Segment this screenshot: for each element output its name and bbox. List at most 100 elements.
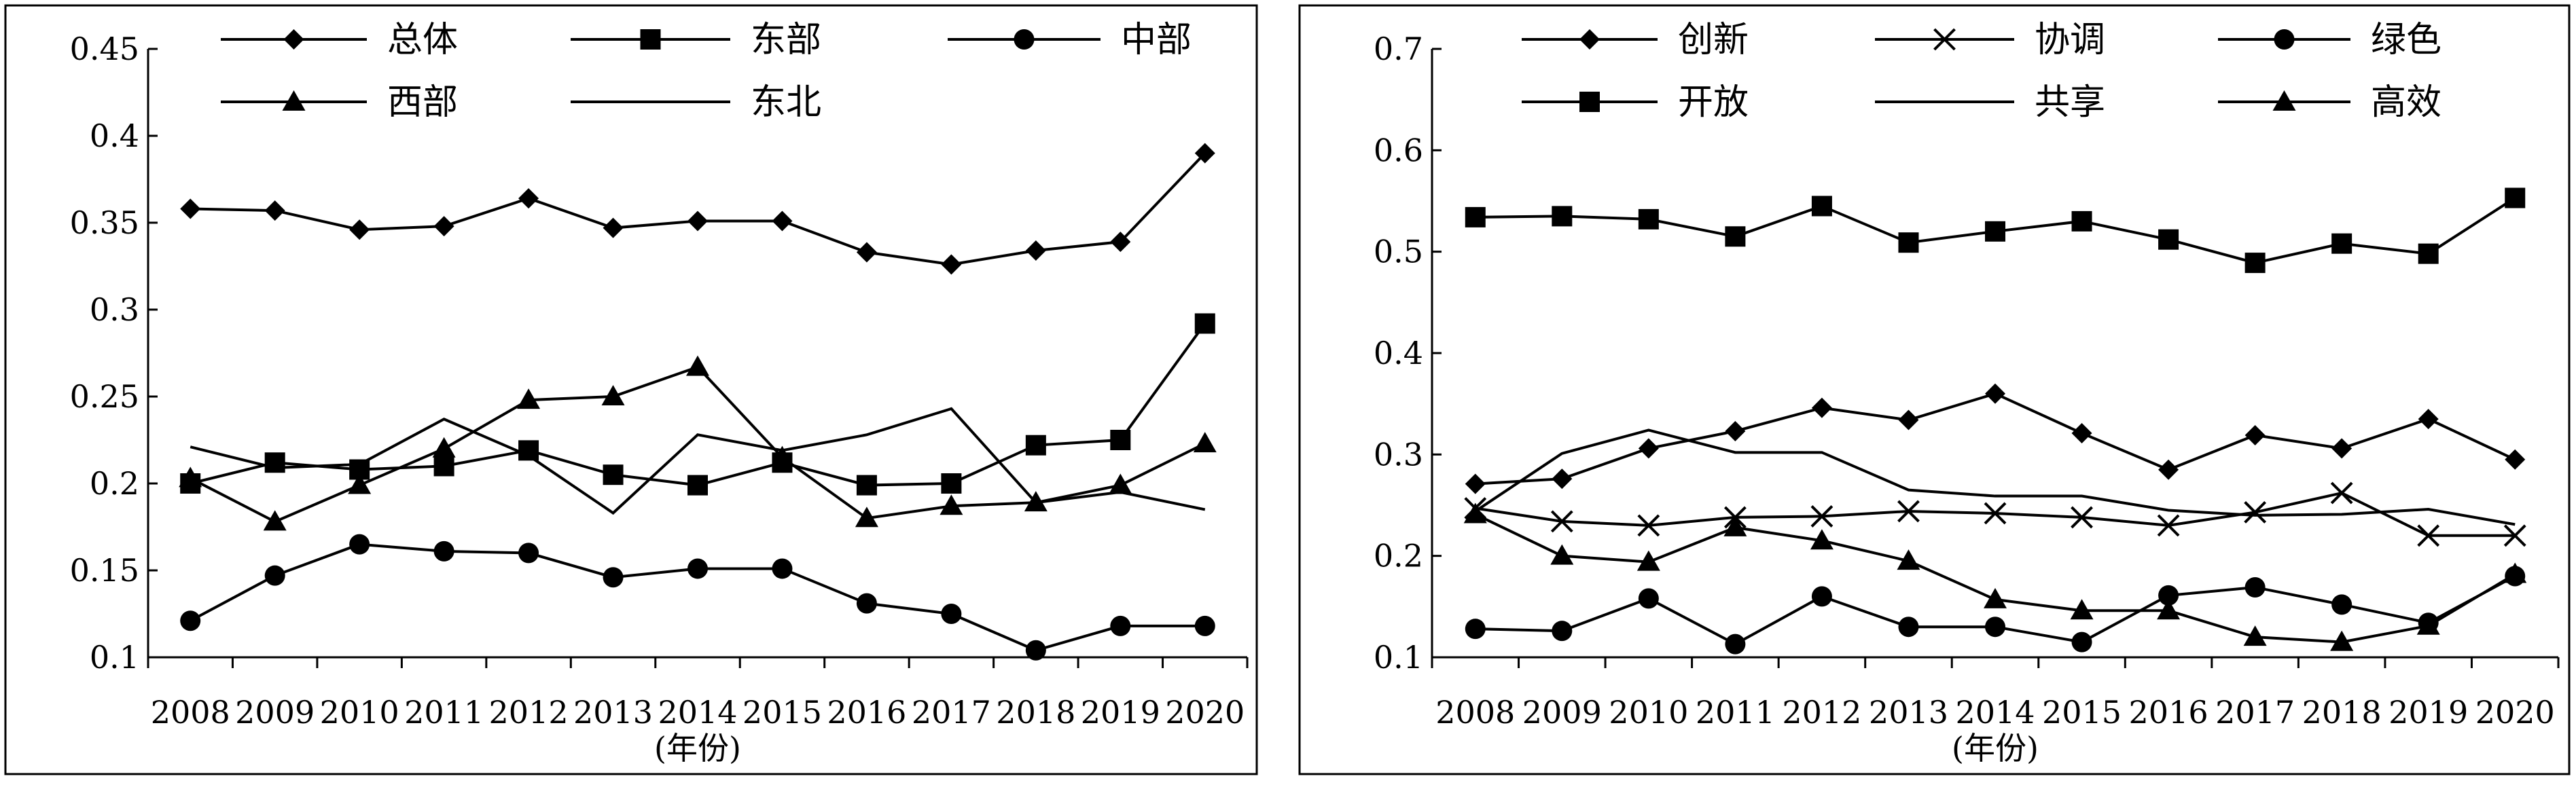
data-point: [2243, 625, 2267, 646]
data-point: [1465, 206, 1486, 227]
legend-label: 东部: [751, 20, 821, 60]
data-point: [518, 440, 539, 461]
data-point: [1194, 143, 1215, 164]
data-point: [2070, 599, 2094, 620]
data-point: [264, 200, 285, 221]
data-point: [349, 534, 370, 555]
data-point: [2158, 229, 2179, 250]
legend-label: 中部: [1121, 20, 1192, 60]
x-tick-label: 2016: [827, 694, 906, 731]
x-tick-label: 2020: [2475, 694, 2555, 731]
x-tick-label: 2012: [1782, 694, 1861, 731]
series-line: [1474, 428, 2516, 526]
chart-frame: [1298, 4, 2571, 775]
y-tick-label: 0.5: [1374, 234, 1423, 270]
series-开放: [1465, 187, 2526, 274]
data-point: [1193, 432, 1217, 453]
y-tick-label: 0.2: [1374, 538, 1423, 574]
data-point: [1725, 226, 1746, 247]
x-tick-label: 2008: [1435, 694, 1515, 731]
x-tick-label: 2018: [996, 694, 1075, 731]
data-point: [1552, 469, 1573, 490]
data-point: [1810, 505, 1833, 528]
data-point: [1463, 502, 1487, 524]
data-point: [2331, 233, 2353, 254]
data-point: [941, 604, 962, 624]
y-tick-label: 0.15: [70, 552, 139, 589]
data-point: [2071, 631, 2092, 653]
y-tick-label: 0.4: [1374, 335, 1423, 371]
x-tick-label: 2013: [1869, 694, 1948, 731]
legend-marker: [283, 29, 304, 50]
y-tick-label: 0.25: [70, 378, 139, 415]
data-point: [349, 219, 370, 240]
legend-marker: [640, 29, 661, 50]
x-tick-label: 2015: [743, 694, 822, 731]
y-tick-label: 0.2: [90, 465, 139, 502]
data-point: [2157, 514, 2180, 537]
legend-marker: [2274, 29, 2295, 50]
legend-entry: 高效: [2218, 82, 2441, 123]
data-point: [1898, 232, 1919, 253]
data-point: [941, 254, 962, 275]
data-point: [2330, 630, 2354, 651]
data-point: [1811, 196, 1832, 217]
data-point: [1550, 544, 1574, 565]
x-tick-label: 2013: [573, 694, 653, 731]
x-tick-label: 2011: [1696, 694, 1775, 731]
data-point: [1110, 232, 1131, 253]
data-point: [263, 510, 287, 531]
data-point: [1465, 619, 1486, 640]
data-point: [856, 242, 877, 263]
data-point: [2418, 243, 2439, 264]
legend-label: 西部: [387, 82, 458, 123]
y-tick-label: 0.35: [70, 204, 139, 241]
legend-entry: 绿色: [2218, 20, 2441, 60]
data-point: [2505, 449, 2526, 470]
data-point: [2158, 585, 2179, 606]
x-tick-label: 2009: [1522, 694, 1602, 731]
data-point: [180, 610, 201, 631]
data-point: [1985, 617, 2005, 638]
data-point: [2417, 524, 2440, 547]
legend-label: 开放: [1678, 82, 1749, 123]
data-point: [264, 565, 285, 586]
data-point: [1025, 240, 1046, 261]
series-高效: [1463, 502, 2527, 651]
data-point: [2330, 481, 2353, 504]
data-point: [1898, 617, 1919, 638]
data-point: [603, 464, 624, 485]
data-point: [2244, 424, 2266, 445]
data-point: [1984, 587, 2007, 608]
data-point: [433, 540, 454, 562]
data-point: [772, 558, 793, 579]
data-point: [1725, 420, 1746, 441]
data-point: [1898, 409, 1919, 430]
data-point: [1638, 588, 1659, 609]
data-point: [433, 456, 454, 477]
legend-entry: 西部: [221, 82, 458, 123]
x-tick-label: 2015: [2042, 694, 2122, 731]
data-point: [2244, 576, 2266, 598]
data-point: [2418, 409, 2439, 430]
data-point: [1194, 615, 1215, 636]
data-point: [1110, 430, 1131, 450]
x-axis-title: (年份): [1952, 730, 2039, 767]
data-point: [1550, 510, 1573, 533]
x-tick-label: 2017: [2215, 694, 2295, 731]
legend-label: 共享: [2035, 82, 2105, 123]
data-point: [1552, 206, 1573, 227]
x-tick-label: 2019: [1081, 694, 1160, 731]
data-point: [432, 437, 456, 458]
y-tick-label: 0.3: [90, 291, 139, 328]
data-point: [855, 507, 878, 528]
legend-entry: 协调: [1875, 20, 2105, 60]
data-point: [433, 216, 454, 237]
data-point: [1725, 634, 1746, 655]
data-point: [856, 475, 877, 496]
data-point: [1465, 473, 1486, 494]
data-point: [2071, 210, 2092, 232]
data-point: [1552, 621, 1573, 642]
data-point: [2416, 614, 2440, 635]
